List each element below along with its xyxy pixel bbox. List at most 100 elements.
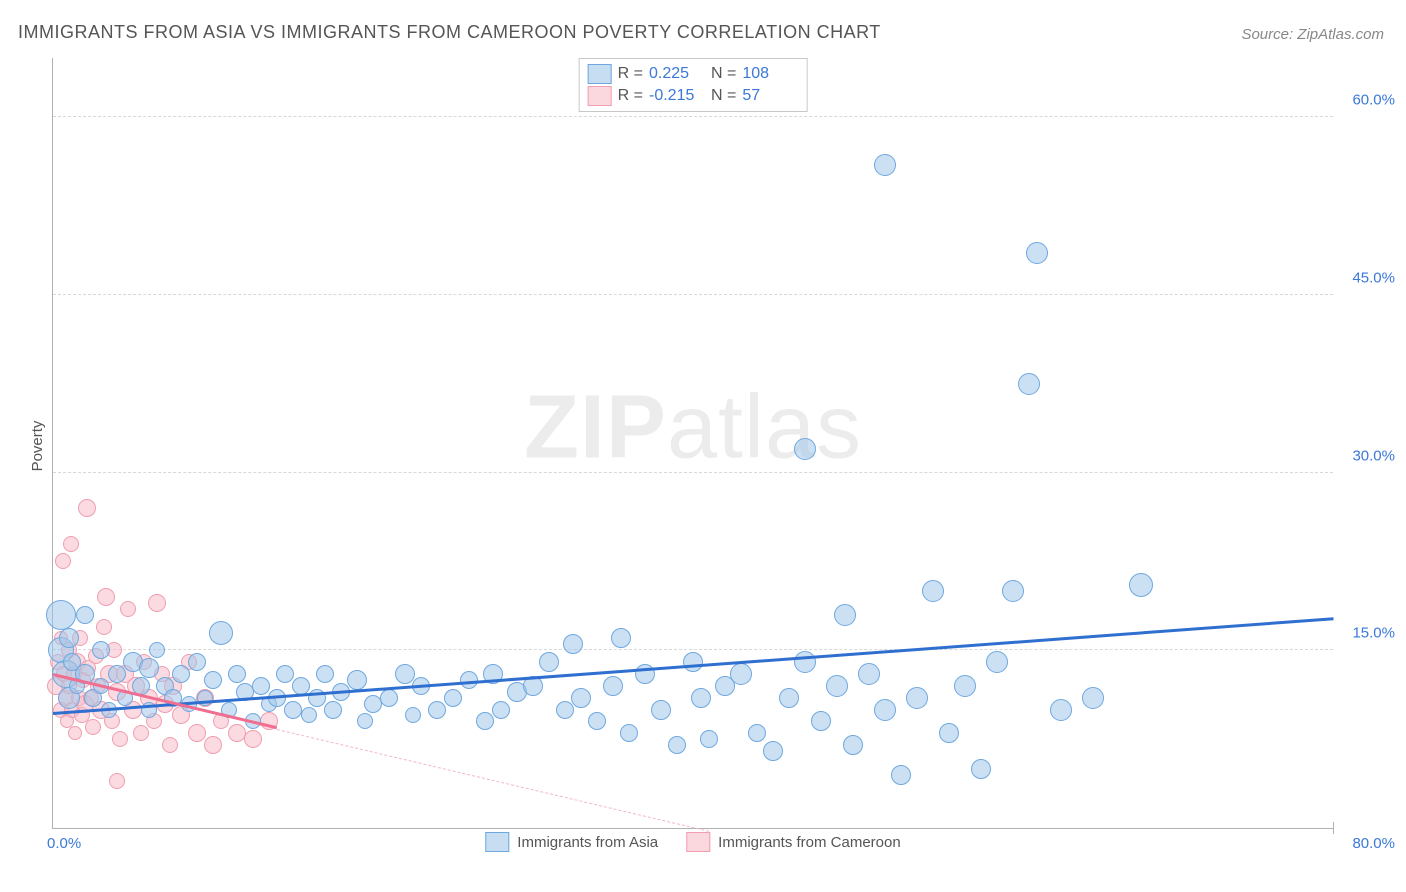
x-tick-mark xyxy=(1333,822,1334,834)
stats-row-pink: R = -0.215 N = 57 xyxy=(586,85,801,107)
data-point xyxy=(620,724,638,742)
y-tick: 15.0% xyxy=(1339,625,1395,642)
x-tick-min: 0.0% xyxy=(47,835,81,852)
data-point xyxy=(244,730,262,748)
legend: Immigrants from Asia Immigrants from Cam… xyxy=(485,832,900,852)
data-point xyxy=(97,588,115,606)
data-point xyxy=(492,701,510,719)
data-point xyxy=(209,621,233,645)
data-point xyxy=(59,628,79,648)
trend-line xyxy=(277,729,709,832)
data-point xyxy=(683,652,703,672)
data-point xyxy=(188,724,206,742)
data-point xyxy=(1026,242,1048,264)
data-point xyxy=(874,699,896,721)
data-point xyxy=(63,536,79,552)
y-axis-label: Poverty xyxy=(29,421,46,472)
r-label: R = xyxy=(618,87,643,105)
data-point xyxy=(748,724,766,742)
data-point xyxy=(276,665,294,683)
data-point xyxy=(133,725,149,741)
data-point xyxy=(148,594,166,612)
data-point xyxy=(571,688,591,708)
data-point xyxy=(858,663,880,685)
data-point xyxy=(556,701,574,719)
data-point xyxy=(301,707,317,723)
data-point xyxy=(357,713,373,729)
data-point xyxy=(811,711,831,731)
grid-line xyxy=(53,116,1333,117)
stats-row-blue: R = 0.225 N = 108 xyxy=(586,63,801,85)
data-point xyxy=(986,651,1008,673)
data-point xyxy=(108,665,126,683)
data-point xyxy=(405,707,421,723)
data-point xyxy=(603,676,623,696)
data-point xyxy=(316,665,334,683)
swatch-pink-icon xyxy=(588,86,612,106)
data-point xyxy=(906,687,928,709)
scatter-plot: ZIPatlas 0.0% 80.0% R = 0.225 N = 108 R … xyxy=(52,58,1333,829)
data-point xyxy=(139,658,159,678)
legend-item-pink: Immigrants from Cameroon xyxy=(686,832,901,852)
data-point xyxy=(112,731,128,747)
data-point xyxy=(588,712,606,730)
data-point xyxy=(668,736,686,754)
data-point xyxy=(188,653,206,671)
data-point xyxy=(68,726,82,740)
data-point xyxy=(120,601,136,617)
data-point xyxy=(85,719,101,735)
data-point xyxy=(162,737,178,753)
y-tick: 60.0% xyxy=(1339,92,1395,109)
data-point xyxy=(843,735,863,755)
chart-title: IMMIGRANTS FROM ASIA VS IMMIGRANTS FROM … xyxy=(18,22,881,43)
data-point xyxy=(922,580,944,602)
y-tick: 45.0% xyxy=(1339,269,1395,286)
data-point xyxy=(794,651,816,673)
data-point xyxy=(228,665,246,683)
data-point xyxy=(971,759,991,779)
data-point xyxy=(1002,580,1024,602)
legend-label-pink: Immigrants from Cameroon xyxy=(718,834,901,851)
data-point xyxy=(46,600,76,630)
data-point xyxy=(700,730,718,748)
data-point xyxy=(78,499,96,517)
grid-line xyxy=(53,472,1333,473)
data-point xyxy=(939,723,959,743)
data-point xyxy=(76,606,94,624)
data-point xyxy=(324,701,342,719)
data-point xyxy=(284,701,302,719)
data-point xyxy=(380,689,398,707)
data-point xyxy=(539,652,559,672)
data-point xyxy=(954,675,976,697)
data-point xyxy=(730,663,752,685)
data-point xyxy=(651,700,671,720)
data-point xyxy=(1082,687,1104,709)
data-point xyxy=(347,670,367,690)
r-value-pink: -0.215 xyxy=(649,87,705,105)
data-point xyxy=(1129,573,1153,597)
legend-label-blue: Immigrants from Asia xyxy=(517,834,658,851)
swatch-pink-icon xyxy=(686,832,710,852)
swatch-blue-icon xyxy=(485,832,509,852)
data-point xyxy=(779,688,799,708)
data-point xyxy=(1050,699,1072,721)
data-point xyxy=(109,773,125,789)
r-value-blue: 0.225 xyxy=(649,65,705,83)
x-tick-max: 80.0% xyxy=(1352,835,1395,852)
data-point xyxy=(563,634,583,654)
n-value-blue: 108 xyxy=(742,65,798,83)
data-point xyxy=(428,701,446,719)
n-label: N = xyxy=(711,65,736,83)
swatch-blue-icon xyxy=(588,64,612,84)
data-point xyxy=(444,689,462,707)
data-point xyxy=(891,765,911,785)
data-point xyxy=(96,619,112,635)
data-point xyxy=(874,154,896,176)
r-label: R = xyxy=(618,65,643,83)
grid-line xyxy=(53,649,1333,650)
n-value-pink: 57 xyxy=(742,87,798,105)
data-point xyxy=(252,677,270,695)
data-point xyxy=(611,628,631,648)
data-point xyxy=(834,604,856,626)
y-tick: 30.0% xyxy=(1339,447,1395,464)
